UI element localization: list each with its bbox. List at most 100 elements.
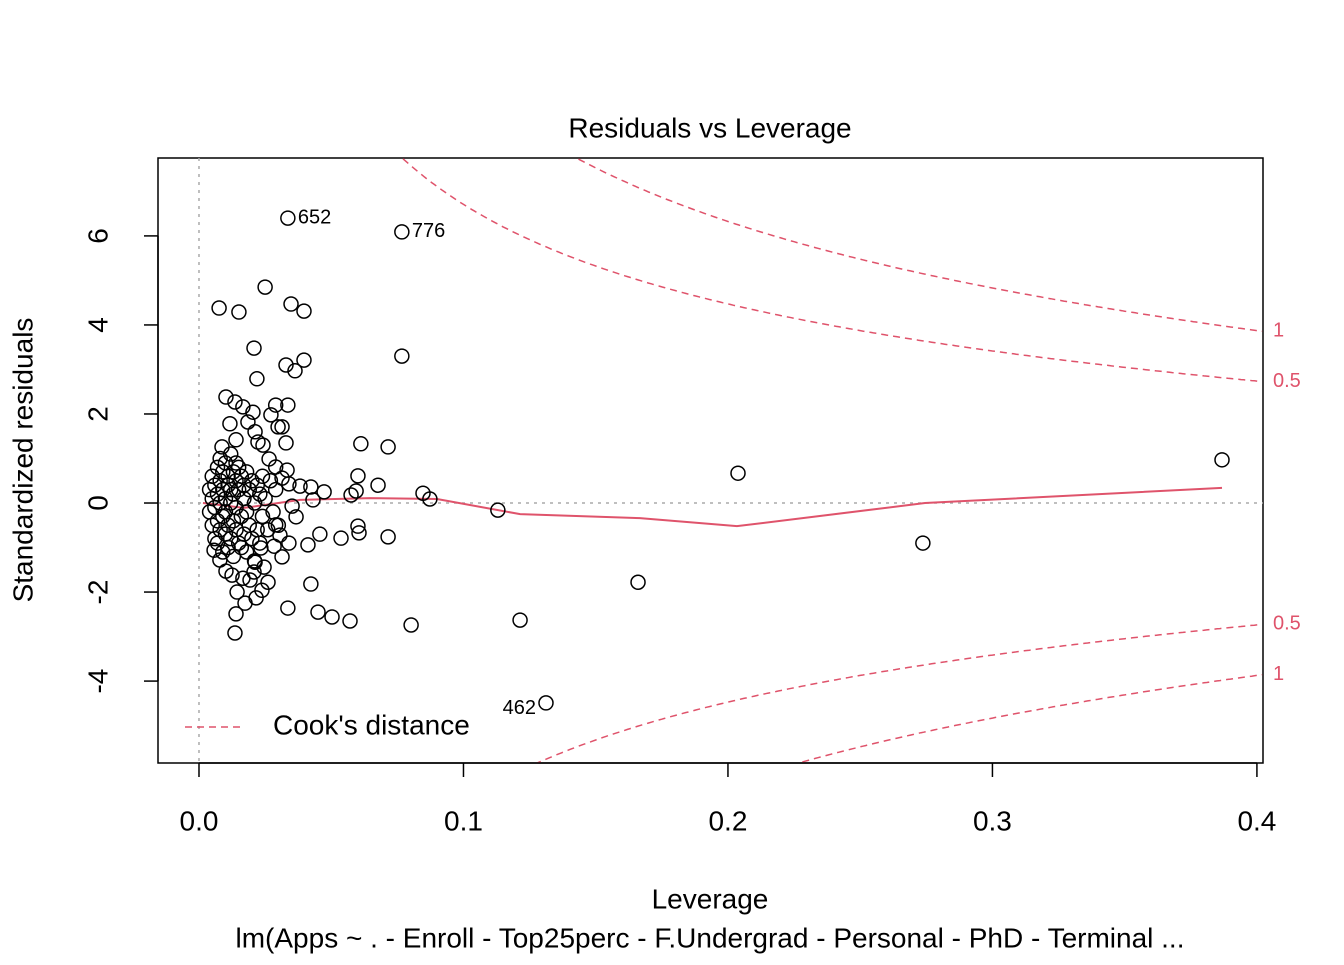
point-label: 462: [503, 697, 536, 719]
point: [348, 483, 364, 499]
point: [316, 484, 332, 500]
cooks-level-label: 0.5: [1273, 370, 1301, 392]
point: [257, 279, 273, 295]
x-tick-label: 0.2: [708, 805, 747, 836]
point: [380, 529, 396, 545]
plot-area: [158, 158, 1263, 763]
point: [254, 468, 271, 485]
chart-title: Residuals vs Leverage: [568, 112, 851, 143]
point: [394, 224, 410, 240]
x-tick-label: 0.3: [973, 805, 1012, 836]
point: [215, 464, 231, 480]
point: [394, 348, 410, 364]
point: [730, 465, 746, 481]
point: [380, 439, 396, 455]
point: [280, 397, 296, 413]
y-tick-label: 2: [82, 406, 113, 422]
point: [350, 468, 366, 484]
point: [303, 576, 319, 592]
point: [296, 303, 312, 319]
point: [292, 478, 308, 494]
point: [228, 432, 244, 448]
point: [403, 617, 419, 633]
point: [310, 604, 326, 620]
y-tick-label: -4: [82, 669, 113, 694]
point: [267, 481, 284, 498]
point: [227, 394, 243, 410]
y-axis-label: Standardized residuals: [7, 318, 38, 603]
point: [228, 455, 244, 471]
point: [238, 464, 255, 480]
point: [209, 513, 226, 529]
point: [333, 530, 349, 546]
point: [265, 504, 281, 520]
x-tick-label: 0.1: [444, 805, 483, 836]
point: [246, 340, 262, 356]
point: [281, 535, 297, 551]
point: [538, 695, 554, 711]
point: [490, 502, 506, 518]
point: [231, 304, 247, 320]
point: [242, 572, 258, 588]
cooks-curve: [401, 158, 1263, 383]
point: [229, 584, 245, 600]
y-tick-label: -2: [82, 580, 113, 605]
point: [305, 492, 321, 508]
point: [244, 530, 260, 547]
point: [237, 595, 253, 611]
cooks-curve: [574, 158, 1263, 333]
point: [915, 535, 931, 551]
plot-frame: [157, 157, 1264, 764]
point: [263, 407, 279, 423]
point: [257, 490, 273, 507]
point: [280, 600, 296, 616]
point: [222, 416, 238, 432]
point: [280, 210, 296, 226]
smooth-line: [202, 486, 1223, 528]
point: [204, 468, 220, 485]
x-axis-label: Leverage: [652, 883, 769, 914]
point: [250, 434, 266, 450]
point: [274, 419, 290, 435]
point: [220, 477, 236, 493]
point: [415, 485, 431, 501]
point: [227, 625, 243, 641]
point: [283, 296, 299, 312]
point: [249, 371, 265, 387]
point: [215, 508, 231, 525]
point: [228, 499, 244, 516]
point: [270, 419, 286, 435]
point: [247, 424, 263, 440]
point: [246, 564, 262, 580]
point: [342, 613, 358, 629]
point: [370, 477, 386, 493]
point: [284, 498, 300, 514]
cooks-curve: [795, 673, 1263, 763]
point: [312, 526, 328, 542]
x-tick-label: 0.0: [180, 805, 219, 836]
point: [230, 459, 247, 476]
point: [278, 435, 294, 451]
point: [262, 473, 279, 489]
point: [274, 470, 290, 486]
point: [255, 437, 271, 453]
cooks-level-label: 1: [1273, 320, 1284, 342]
legend-label: Cook's distance: [273, 709, 470, 740]
point: [512, 612, 528, 628]
point: [351, 525, 367, 541]
point: [350, 518, 366, 534]
y-tick-label: 6: [82, 228, 113, 244]
y-tick-label: 0: [82, 495, 113, 511]
cooks-level-label: 1: [1273, 663, 1284, 685]
point: [225, 464, 242, 480]
point: [252, 535, 268, 551]
point: [228, 606, 244, 622]
point: [630, 574, 646, 591]
x-tick-label: 0.4: [1237, 805, 1276, 836]
point: [222, 446, 239, 462]
point: [238, 544, 255, 560]
point: [246, 495, 263, 511]
point: [296, 352, 312, 368]
point: [218, 389, 234, 405]
